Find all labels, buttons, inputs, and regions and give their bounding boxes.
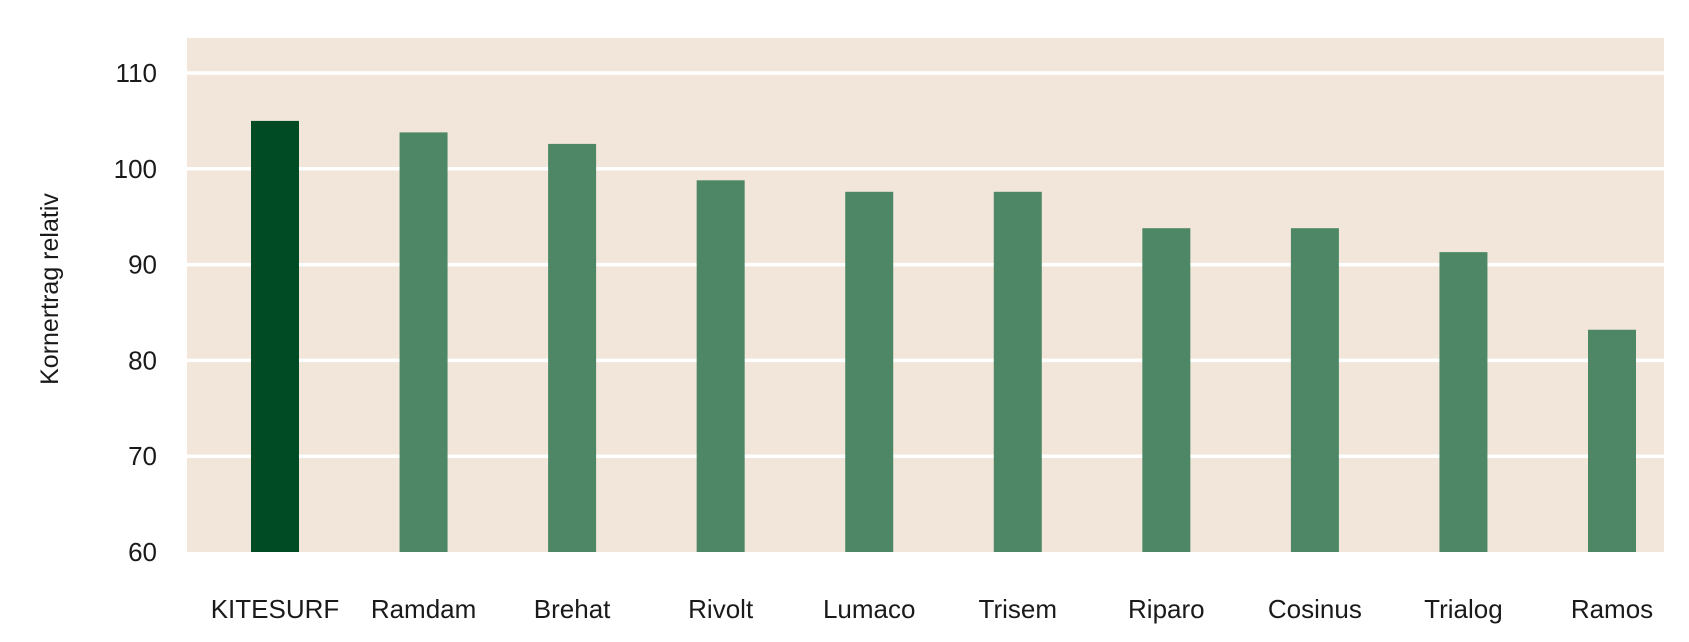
y-tick-label: 80 [128,345,157,375]
x-category-label: KITESURF [211,594,340,624]
y-axis-ticks: 60 70 80 90 100 110 [114,58,157,567]
x-category-label: Ramos [1571,594,1653,624]
y-tick-label: 110 [116,58,157,88]
y-axis-title: Kornertrag relativ [36,193,64,385]
bar-rivolt [696,180,745,552]
bar-ramos [1588,329,1636,552]
x-category-label: Trialog [1424,594,1503,624]
y-tick-label: 70 [128,441,157,471]
bars [251,120,1636,553]
x-category-label: Ramdam [371,594,476,624]
bar-lumaco [845,191,894,553]
y-tick-label: 100 [114,154,157,184]
y-tick-label: 60 [128,537,157,567]
x-category-label: Riparo [1128,594,1205,624]
y-tick-label: 90 [128,250,157,280]
bar-cosinus [1290,228,1339,553]
bar-trialog [1439,252,1488,552]
x-category-label: Cosinus [1268,594,1362,624]
x-category-label: Trisem [979,594,1057,624]
x-category-label: Brehat [534,594,611,624]
x-category-label: Rivolt [688,594,754,624]
bar-brehat [548,143,597,552]
x-category-label: Lumaco [823,594,916,624]
x-axis-categories: KITESURF Ramdam Brehat Rivolt Lumaco Trisem Ri… [211,594,1653,624]
bar-trisem [993,191,1042,553]
bar-riparo [1142,228,1191,553]
bar-ramdam [399,132,448,552]
bar-kitesurf [251,120,299,553]
